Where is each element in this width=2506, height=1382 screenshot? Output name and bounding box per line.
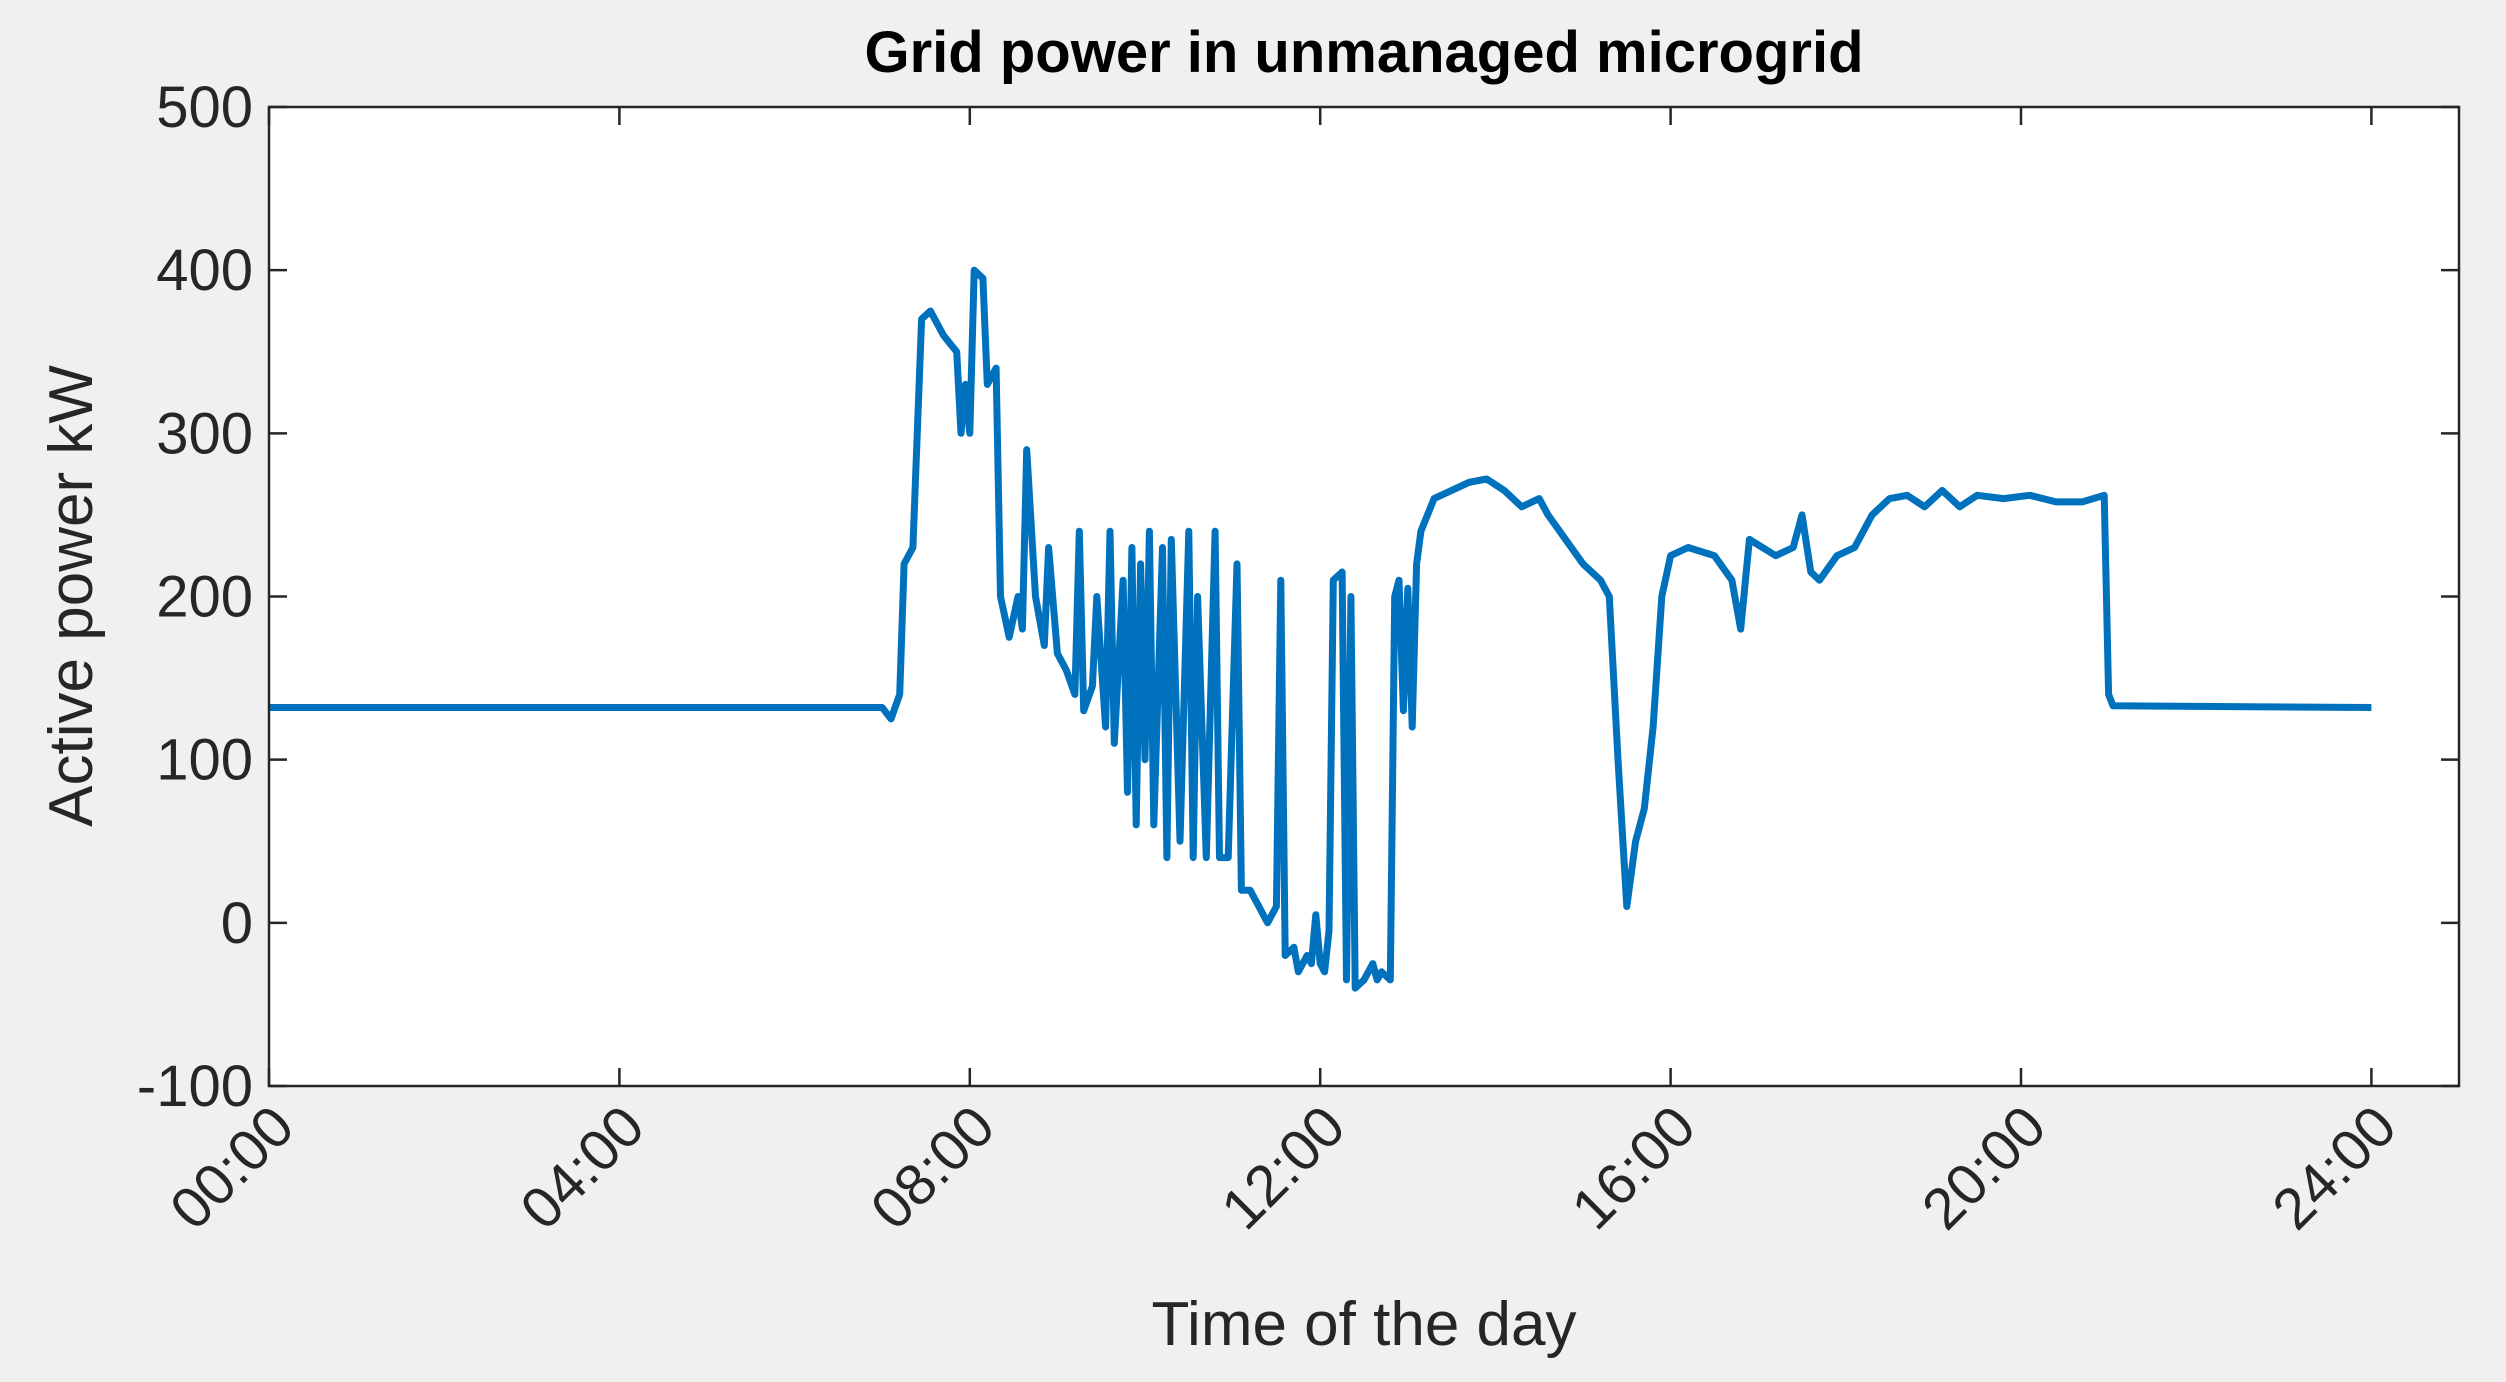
y-tick-label: 400 (156, 238, 253, 303)
data-line (269, 266, 2372, 992)
y-tick-label: -100 (137, 1054, 253, 1119)
y-tick-label: 100 (156, 728, 253, 793)
y-axis-label: Active power kW (37, 365, 106, 827)
y-tick-label: 0 (221, 891, 253, 956)
plot-frame (267, 105, 2461, 1088)
chart-title: Grid power in unmanaged microgrid (865, 20, 1864, 85)
y-tick-label: 500 (156, 75, 253, 140)
y-tick-label: 200 (156, 565, 253, 630)
x-axis-label: Time of the day (1151, 1290, 1576, 1359)
y-tick-label: 300 (156, 401, 253, 466)
plot-area (269, 107, 2459, 1086)
